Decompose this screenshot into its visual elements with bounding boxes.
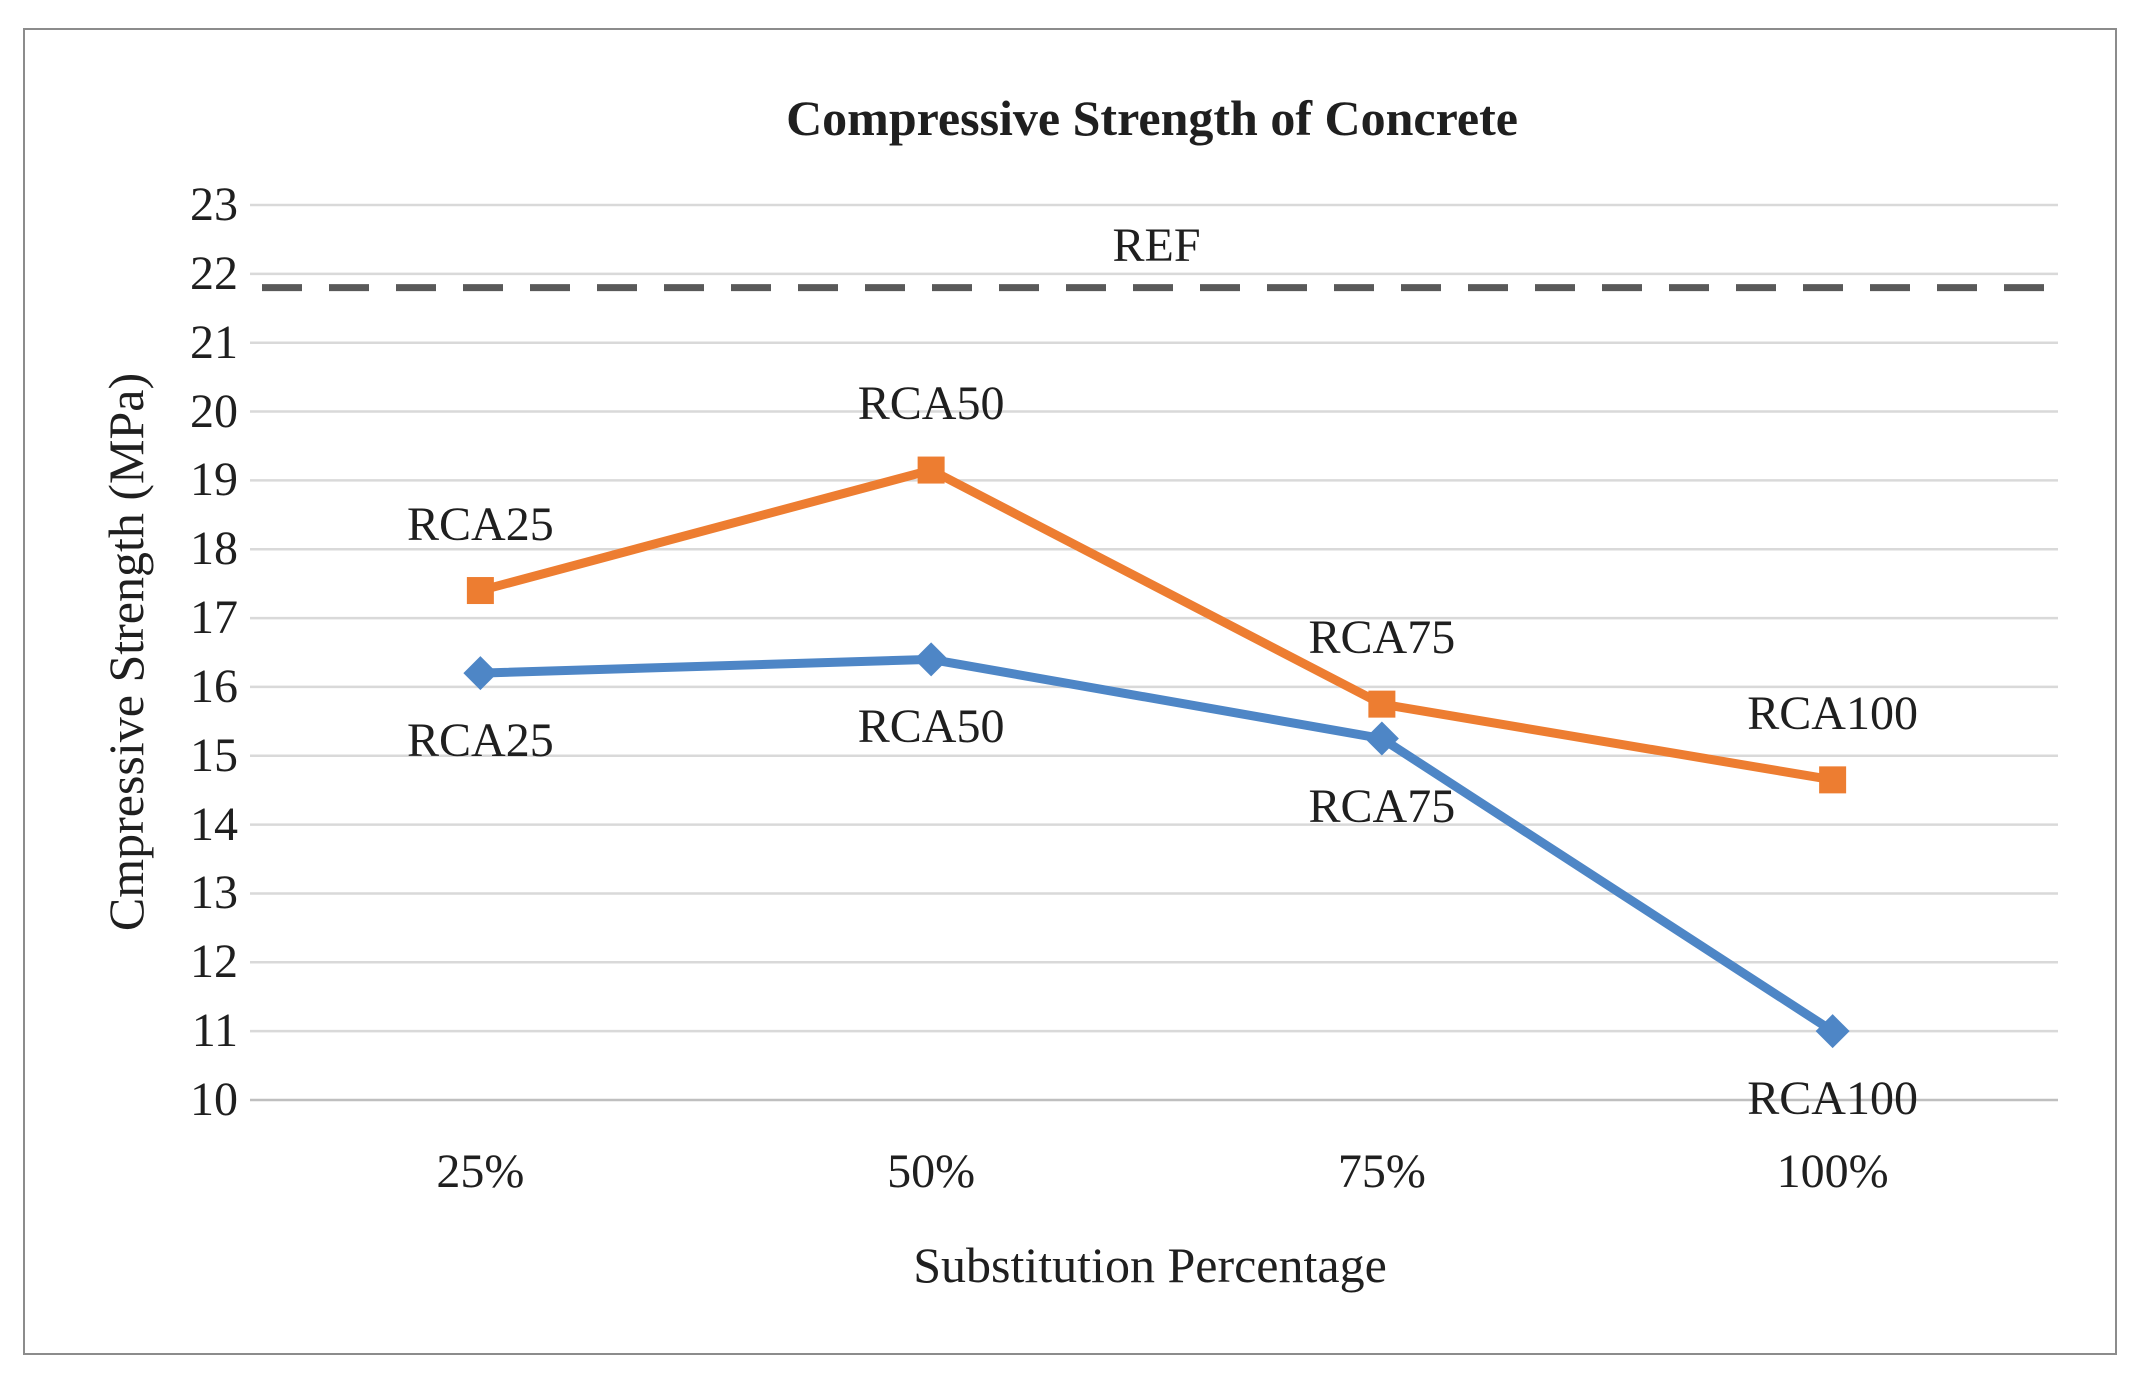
y-tick-14: 14 xyxy=(190,797,238,851)
ref-line-label: REF xyxy=(1112,218,1201,272)
y-tick-21: 21 xyxy=(190,315,238,369)
x-tick-50%: 50% xyxy=(887,1145,976,1198)
marker-diamond-RCA75 xyxy=(1364,721,1399,756)
y-tick-17: 17 xyxy=(190,591,238,645)
x-axis-title: Substitution Percentage xyxy=(913,1237,1387,1293)
data-label-orange-squares-RCA100: RCA100 xyxy=(1747,686,1918,740)
marker-diamond-RCA50 xyxy=(914,642,949,677)
marker-square-RCA100 xyxy=(1819,766,1847,794)
chart-border xyxy=(23,28,2117,1355)
y-tick-12: 12 xyxy=(190,935,238,989)
marker-square-RCA75 xyxy=(1368,690,1396,718)
data-label-blue-diamonds-RCA25: RCA25 xyxy=(407,714,554,768)
y-tick-22: 22 xyxy=(190,246,238,300)
y-tick-18: 18 xyxy=(190,522,238,576)
marker-square-RCA25 xyxy=(466,577,494,605)
y-tick-23: 23 xyxy=(190,178,238,231)
data-label-orange-squares-RCA50: RCA50 xyxy=(857,377,1005,431)
marker-diamond-RCA100 xyxy=(1815,1014,1850,1049)
series-line-orange-squares xyxy=(479,465,1834,785)
y-tick-16: 16 xyxy=(190,659,238,713)
y-tick-13: 13 xyxy=(190,866,238,920)
data-label-orange-squares-RCA75: RCA75 xyxy=(1308,611,1456,665)
marker-square-RCA50 xyxy=(917,456,945,484)
y-tick-10: 10 xyxy=(190,1073,238,1126)
x-tick-75%: 75% xyxy=(1337,1145,1426,1198)
data-label-blue-diamonds-RCA75: RCA75 xyxy=(1308,779,1456,833)
chart-title: Compressive Strength of Concrete xyxy=(786,90,1518,146)
y-tick-11: 11 xyxy=(191,1004,238,1058)
data-label-orange-squares-RCA25: RCA25 xyxy=(407,497,554,551)
series-line-blue-diamonds xyxy=(480,654,1836,1035)
data-label-blue-diamonds-RCA100: RCA100 xyxy=(1747,1072,1918,1126)
data-label-blue-diamonds-RCA50: RCA50 xyxy=(857,700,1005,754)
y-tick-20: 20 xyxy=(190,384,238,438)
x-tick-25%: 25% xyxy=(436,1145,525,1198)
y-tick-15: 15 xyxy=(190,728,238,782)
marker-diamond-RCA25 xyxy=(463,656,498,691)
y-tick-19: 19 xyxy=(190,453,238,507)
x-tick-100%: 100% xyxy=(1776,1145,1889,1198)
